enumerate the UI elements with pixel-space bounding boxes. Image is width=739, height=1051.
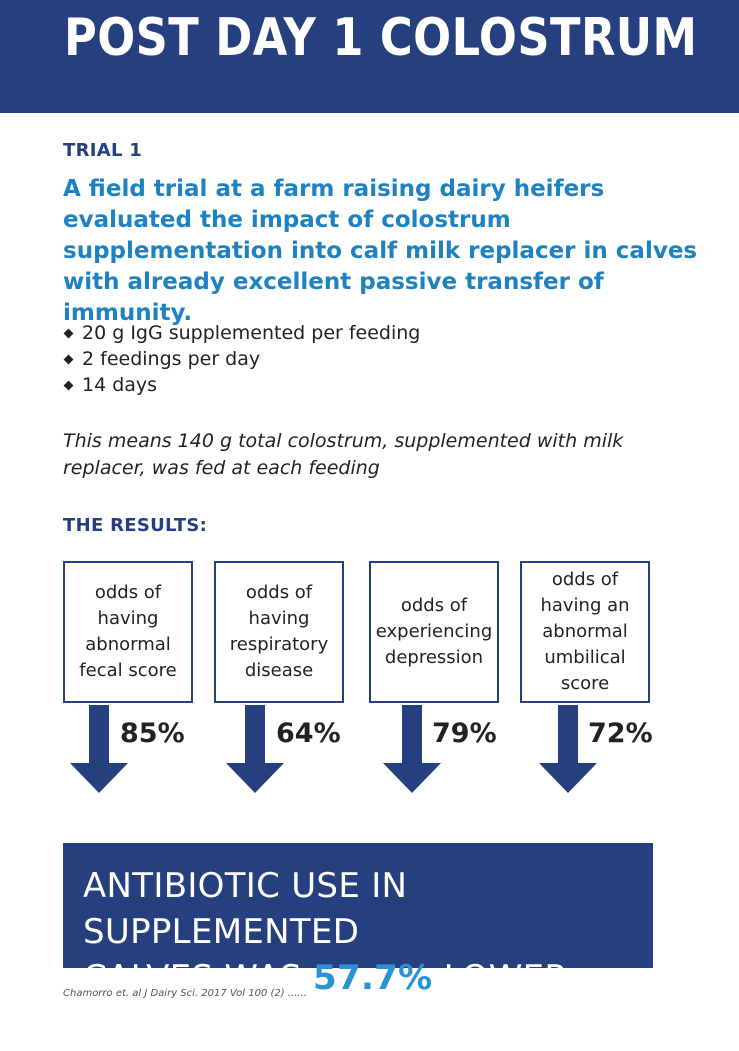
results-heading: THE RESULTS: [63,515,208,536]
list-item: 2 feedings per day [63,346,420,372]
down-arrow-icon [70,705,128,793]
header-banner: POST DAY 1 COLOSTRUM [0,0,739,113]
result-card-fecal: odds of having abnormal fecal score [63,561,193,703]
banner-line-1: ANTIBIOTIC USE IN SUPPLEMENTED [83,866,408,952]
result-card-umbilical: odds of having an abnormal umbilical sco… [520,561,650,703]
result-percent: 64% [276,718,341,749]
diamond-bullet-icon [63,328,74,338]
antibiotic-summary-banner: ANTIBIOTIC USE IN SUPPLEMENTED CALVES WA… [63,843,653,998]
trial-note: This means 140 g total colostrum, supple… [63,430,624,479]
trial-lead-text: A field trial at a farm raising dairy he… [63,176,698,326]
diamond-bullet-icon [63,354,74,364]
down-arrow-icon [539,705,597,793]
result-label: odds of having respiratory disease [229,582,329,681]
diamond-bullet-icon [63,380,74,390]
result-card-respiratory: odds of having respiratory disease [214,561,344,703]
citation: Chamorro et. al J Dairy Sci. 2017 Vol 10… [63,988,307,999]
trial-heading: TRIAL 1 [63,140,143,161]
result-card-depression: odds of experiencing depression [369,561,499,703]
down-arrow-icon [226,705,284,793]
result-label: odds of having an abnormal umbilical sco… [540,569,630,694]
result-percent: 85% [120,718,185,749]
page-title: POST DAY 1 COLOSTRUM [64,8,698,68]
result-label: odds of having abnormal fecal score [79,582,177,681]
down-arrow-icon [383,705,441,793]
banner-line-2: CALVES WAS 57.7% LOWER [83,958,569,998]
result-percent: 72% [588,718,653,749]
result-percent: 79% [432,718,497,749]
trial-bullet-list: 20 g IgG supplemented per feeding 2 feed… [63,320,420,398]
list-item: 20 g IgG supplemented per feeding [63,320,420,346]
banner-highlight: 57.7% [313,958,433,998]
result-label: odds of experiencing depression [375,595,493,668]
list-item: 14 days [63,372,420,398]
